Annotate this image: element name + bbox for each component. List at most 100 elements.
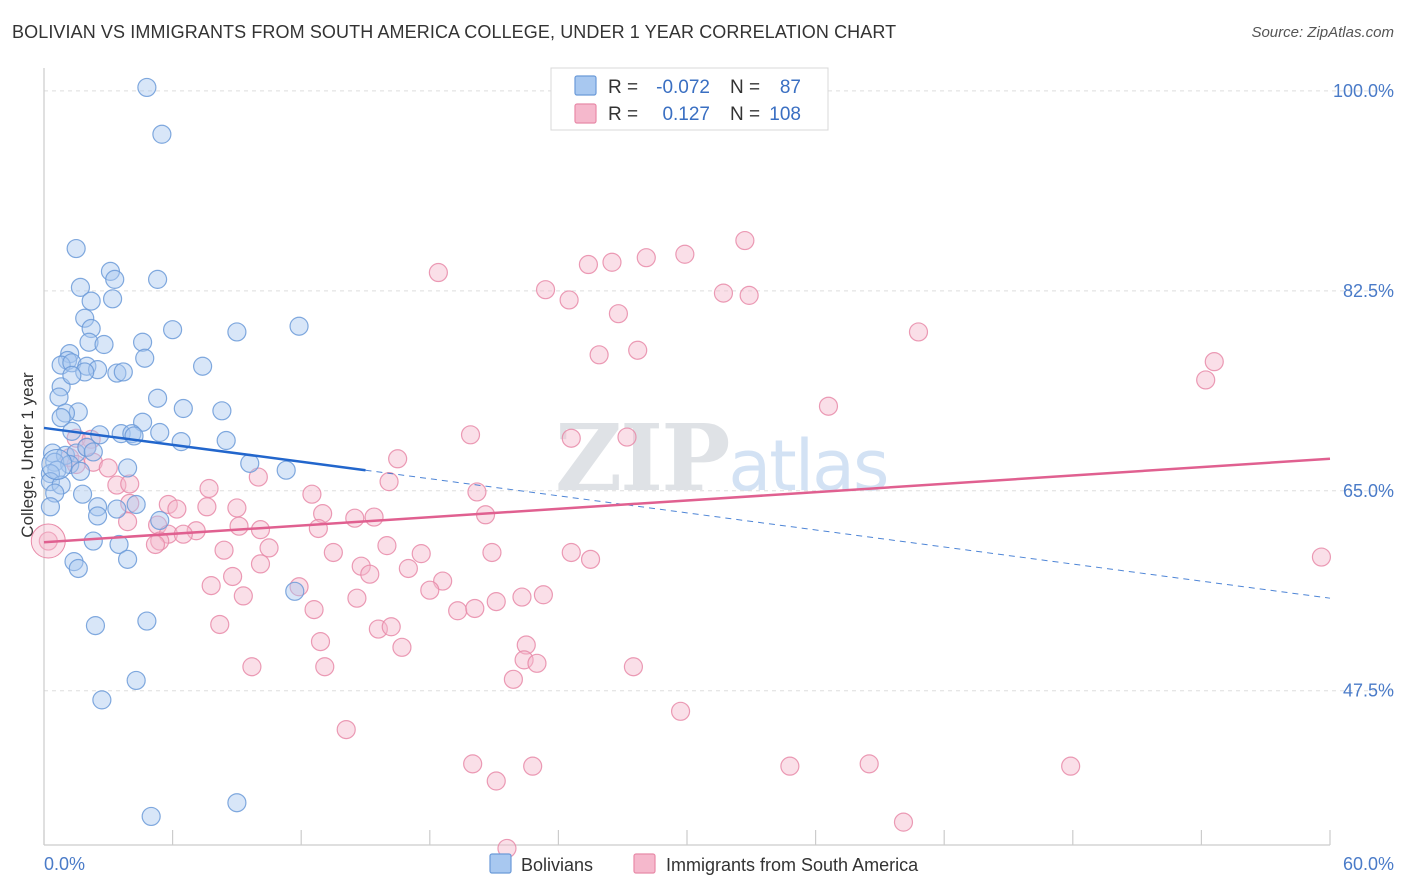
immigrants-point: [381, 617, 401, 637]
immigrants-point: [347, 588, 367, 608]
immigrants-point: [628, 340, 648, 360]
bolivians-point: [113, 362, 133, 382]
x-tick-label-max: 60.0%: [1343, 854, 1394, 874]
immigrants-point: [467, 482, 487, 502]
immigrants-point: [117, 512, 138, 532]
immigrants-point: [516, 635, 536, 655]
immigrants-point: [388, 449, 408, 469]
immigrants-point: [315, 657, 335, 677]
y-tick-label: 100.0%: [1333, 81, 1394, 101]
bolivians-trendline-extension: [365, 469, 1331, 599]
immigrants-point: [313, 504, 333, 524]
bolivians-point: [81, 291, 101, 311]
immigrants-point: [448, 601, 468, 621]
stats-n-value-immigrants: 108: [769, 104, 801, 125]
immigrants-point: [336, 719, 356, 740]
bolivians-point: [150, 510, 170, 531]
bolivians-point: [109, 534, 129, 555]
immigrants-point: [578, 254, 599, 275]
bolivians-point: [79, 332, 99, 352]
immigrants-point: [893, 812, 914, 832]
bolivians-point: [83, 442, 103, 462]
immigrants-point: [482, 542, 502, 563]
bolivians-point: [141, 806, 161, 827]
immigrants-point: [345, 508, 365, 528]
immigrants-point: [735, 230, 755, 251]
bolivians-point: [107, 363, 127, 383]
stats-legend: R = -0.072 N = 87 R = 0.127 N = 108: [550, 67, 829, 131]
bolivians-point: [193, 356, 213, 376]
stats-n-label-bolivians: N =: [730, 77, 760, 98]
bolivians-point: [126, 494, 146, 515]
bolivians-point: [75, 308, 95, 328]
bolivians-point: [62, 365, 82, 385]
immigrants-point: [411, 544, 431, 564]
immigrants-point: [145, 534, 166, 555]
immigrants-point: [98, 458, 118, 478]
immigrants-point: [561, 428, 581, 448]
bolivians-point: [66, 238, 86, 259]
immigrants-point: [210, 614, 230, 635]
stats-n-value-bolivians: 87: [780, 77, 801, 98]
immigrants-point: [1204, 352, 1224, 372]
immigrants-point: [580, 549, 601, 569]
immigrants-point: [527, 653, 547, 673]
y-tick-label: 65.0%: [1343, 481, 1394, 501]
immigrants-point: [250, 554, 271, 574]
stats-r-value-bolivians: -0.072: [656, 77, 710, 98]
bolivians-trendline: [43, 426, 366, 472]
immigrants-point: [420, 580, 440, 600]
bolivians-point: [289, 316, 309, 336]
immigrants-point: [561, 542, 581, 563]
immigrants-point: [739, 285, 759, 305]
y-axis-title: College, Under 1 year: [18, 372, 37, 538]
bolivians-point: [102, 289, 123, 309]
immigrants-point: [248, 467, 268, 487]
immigrants-point: [379, 472, 399, 492]
immigrants-point: [460, 425, 481, 445]
immigrants-point: [780, 756, 800, 776]
stats-legend-swatch-bolivians: [574, 75, 597, 96]
immigrants-point: [392, 637, 412, 657]
immigrants-point: [512, 587, 532, 607]
immigrants-point: [503, 669, 523, 689]
bolivians-point: [83, 531, 103, 551]
y-tick-label: 82.5%: [1343, 281, 1394, 301]
immigrants-point: [323, 542, 343, 563]
bolivians-point: [87, 506, 108, 526]
bolivians-point: [227, 322, 247, 342]
bolivians-point: [51, 408, 71, 428]
immigrants-point: [1311, 547, 1332, 567]
immigrants-point: [158, 494, 178, 515]
immigrants-point: [1061, 756, 1081, 776]
immigrants-point: [398, 558, 418, 579]
immigrants-point: [486, 592, 506, 612]
series-immigrants-points: [30, 78, 1332, 859]
bolivians-point: [150, 422, 170, 443]
bolivians-point: [163, 320, 183, 340]
bolivians-point: [94, 334, 114, 355]
immigrants-point: [535, 280, 556, 300]
bolivians-point: [227, 793, 247, 813]
bottom-legend-label-immigrants: Immigrants from South America: [666, 855, 919, 875]
bolivians-point: [147, 269, 168, 289]
bolivians-point: [137, 77, 157, 98]
immigrants-point: [377, 536, 397, 556]
bolivians-point: [117, 549, 138, 569]
immigrants-point: [223, 566, 243, 587]
immigrants-point: [908, 322, 929, 342]
bolivians-point: [152, 124, 172, 144]
bolivians-point: [49, 387, 69, 407]
bolivians-point: [51, 475, 71, 495]
immigrants-trendline: [43, 457, 1331, 544]
bolivians-point: [68, 558, 88, 579]
bolivians-point: [107, 499, 127, 519]
immigrants-point: [229, 516, 249, 536]
bolivians-point: [276, 460, 296, 480]
bottom-legend-label-bolivians: Bolivians: [521, 855, 593, 875]
immigrants-point: [199, 478, 219, 499]
immigrants-point: [310, 632, 331, 652]
immigrants-point: [713, 283, 734, 303]
immigrants-point: [608, 304, 629, 324]
bottom-legend-swatch-bolivians: [489, 853, 512, 874]
